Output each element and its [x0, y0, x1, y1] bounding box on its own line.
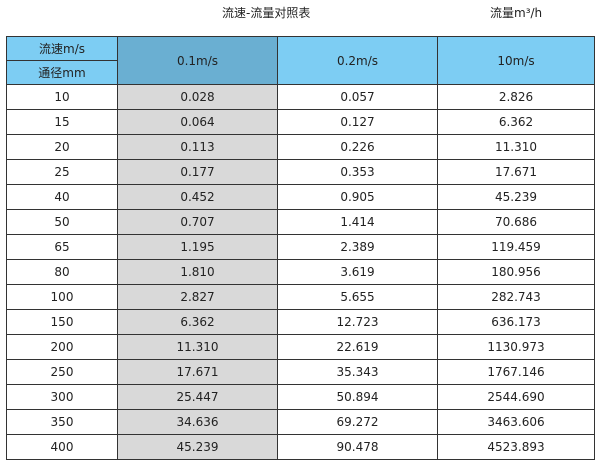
flow-cell: 0.177: [117, 159, 278, 185]
table-row: 40 0.452 0.905 45.239: [6, 184, 595, 210]
table-title: 流速-流量对照表: [222, 6, 311, 20]
column-header: 0.2m/s: [277, 36, 438, 85]
diameter-cell: 40: [6, 184, 118, 210]
flow-cell: 0.905: [277, 184, 438, 210]
table-row: 250 17.671 35.343 1767.146: [6, 359, 595, 385]
flow-cell: 1.414: [277, 209, 438, 235]
flow-cell: 22.619: [277, 334, 438, 360]
flow-cell: 34.636: [117, 409, 278, 435]
flow-cell: 6.362: [437, 109, 595, 135]
flow-cell: 1.195: [117, 234, 278, 260]
flow-cell: 0.127: [277, 109, 438, 135]
diameter-header: 通径mm: [6, 60, 118, 85]
diameter-cell: 300: [6, 384, 118, 410]
flow-cell: 119.459: [437, 234, 595, 260]
flow-cell: 0.353: [277, 159, 438, 185]
flow-cell: 2544.690: [437, 384, 595, 410]
table-row: 10 0.028 0.057 2.826: [6, 84, 595, 110]
flow-cell: 282.743: [437, 284, 595, 310]
flow-cell: 180.956: [437, 259, 595, 285]
flow-cell: 1767.146: [437, 359, 595, 385]
diameter-cell: 65: [6, 234, 118, 260]
flow-cell: 50.894: [277, 384, 438, 410]
flow-cell: 0.064: [117, 109, 278, 135]
diameter-cell: 400: [6, 434, 118, 460]
flow-cell: 0.028: [117, 84, 278, 110]
table-row: 15 0.064 0.127 6.362: [6, 109, 595, 135]
table-row: 25 0.177 0.353 17.671: [6, 159, 595, 185]
flow-cell: 4523.893: [437, 434, 595, 460]
flow-cell: 0.113: [117, 134, 278, 160]
table-row: 65 1.195 2.389 119.459: [6, 234, 595, 260]
flow-cell: 70.686: [437, 209, 595, 235]
flow-cell: 17.671: [117, 359, 278, 385]
unit-label: 流量m³/h: [490, 6, 543, 20]
table-row: 150 6.362 12.723 636.173: [6, 309, 595, 335]
flow-cell: 2.826: [437, 84, 595, 110]
column-header: 0.1m/s: [117, 36, 278, 85]
flow-cell: 0.452: [117, 184, 278, 210]
table-row: 20 0.113 0.226 11.310: [6, 134, 595, 160]
table-row: 200 11.310 22.619 1130.973: [6, 334, 595, 360]
flow-cell: 11.310: [117, 334, 278, 360]
velocity-header: 流速m/s: [6, 36, 118, 61]
diameter-cell: 150: [6, 309, 118, 335]
flow-cell: 90.478: [277, 434, 438, 460]
table-row: 100 2.827 5.655 282.743: [6, 284, 595, 310]
flow-cell: 2.389: [277, 234, 438, 260]
diameter-cell: 200: [6, 334, 118, 360]
diameter-cell: 350: [6, 409, 118, 435]
flow-cell: 35.343: [277, 359, 438, 385]
flow-cell: 3463.606: [437, 409, 595, 435]
flow-cell: 69.272: [277, 409, 438, 435]
diameter-cell: 50: [6, 209, 118, 235]
flow-cell: 45.239: [117, 434, 278, 460]
flow-cell: 0.707: [117, 209, 278, 235]
flow-cell: 3.619: [277, 259, 438, 285]
diameter-cell: 20: [6, 134, 118, 160]
flow-cell: 2.827: [117, 284, 278, 310]
table-row: 300 25.447 50.894 2544.690: [6, 384, 595, 410]
flow-cell: 0.226: [277, 134, 438, 160]
diameter-cell: 25: [6, 159, 118, 185]
table-row: 50 0.707 1.414 70.686: [6, 209, 595, 235]
flow-cell: 1130.973: [437, 334, 595, 360]
flow-table: 流速m/s 0.1m/s 0.2m/s 10m/s 通径mm 10 0.028 0.…: [6, 36, 595, 460]
flow-cell: 12.723: [277, 309, 438, 335]
flow-cell: 11.310: [437, 134, 595, 160]
table-row: 400 45.239 90.478 4523.893: [6, 434, 595, 460]
flow-cell: 636.173: [437, 309, 595, 335]
flow-cell: 5.655: [277, 284, 438, 310]
diameter-cell: 80: [6, 259, 118, 285]
flow-cell: 0.057: [277, 84, 438, 110]
column-header: 10m/s: [437, 36, 595, 85]
flow-cell: 25.447: [117, 384, 278, 410]
diameter-cell: 100: [6, 284, 118, 310]
diameter-cell: 250: [6, 359, 118, 385]
diameter-cell: 15: [6, 109, 118, 135]
flow-cell: 6.362: [117, 309, 278, 335]
diameter-cell: 10: [6, 84, 118, 110]
flow-cell: 17.671: [437, 159, 595, 185]
table-row: 80 1.810 3.619 180.956: [6, 259, 595, 285]
table-row: 350 34.636 69.272 3463.606: [6, 409, 595, 435]
flow-cell: 1.810: [117, 259, 278, 285]
flow-cell: 45.239: [437, 184, 595, 210]
